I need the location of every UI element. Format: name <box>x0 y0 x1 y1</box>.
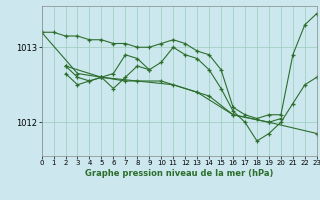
X-axis label: Graphe pression niveau de la mer (hPa): Graphe pression niveau de la mer (hPa) <box>85 169 273 178</box>
